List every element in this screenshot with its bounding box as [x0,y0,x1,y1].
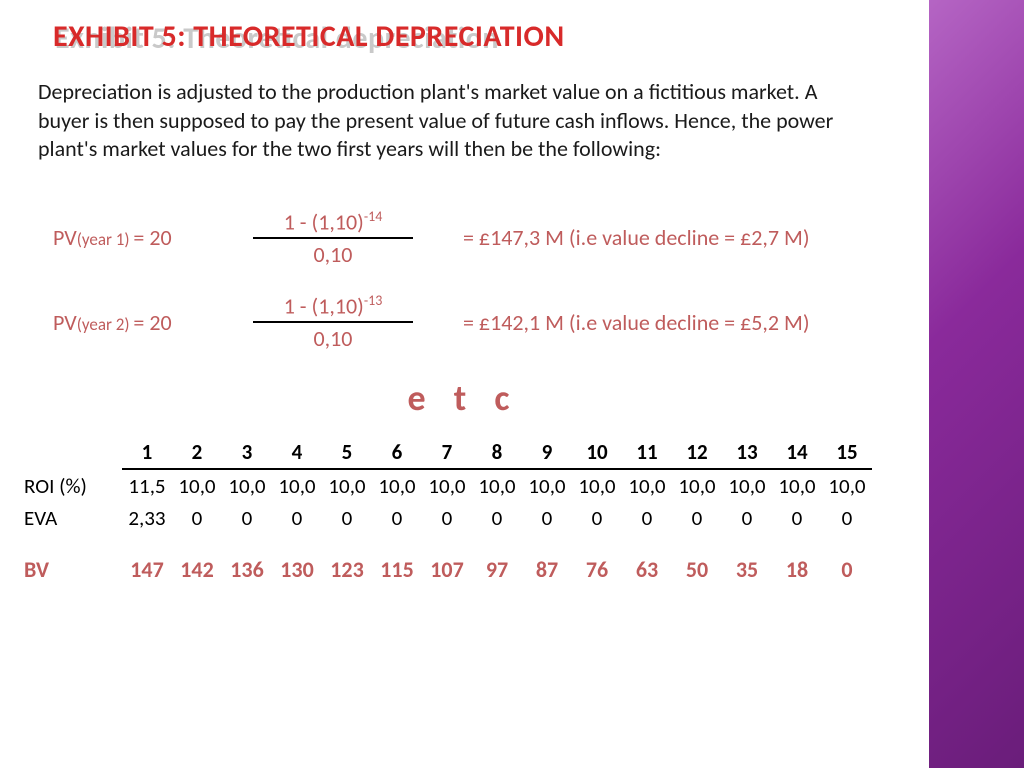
roi-cell: 10,0 [572,469,622,502]
roi-cell: 10,0 [622,469,672,502]
eva-cell: 0 [372,502,422,534]
slide-content: Exhibit 5: Theoretical depreciation EXHI… [0,0,929,768]
year-col: 2 [172,436,222,469]
eva-cell: 0 [622,502,672,534]
pv1-exp: -14 [364,208,382,225]
roi-cell: 10,0 [772,469,822,502]
bv-cell: 107 [422,534,472,586]
eva-row: EVA 2,33 0 0 0 0 0 0 0 0 0 0 0 0 0 0 [22,502,872,534]
eva-cell: 0 [472,502,522,534]
year-col: 3 [222,436,272,469]
title-block: Exhibit 5: Theoretical depreciation EXHI… [53,18,909,66]
year-col: 12 [672,436,722,469]
formula-year2: PV(year 2) = 20 1 - (1,10)-13 0,10 = £14… [53,292,909,352]
pv1-label: PV(year 1) = 20 [53,224,243,251]
roi-label: ROI (%) [22,469,122,502]
year-col: 5 [322,436,372,469]
year-col: 14 [772,436,822,469]
pv2-exp: -13 [364,292,382,309]
year-col: 4 [272,436,322,469]
roi-cell: 10,0 [322,469,372,502]
pv1-post: = 20 [133,224,171,251]
pv1-fraction: 1 - (1,10)-14 0,10 [243,208,423,268]
roi-cell: 10,0 [422,469,472,502]
pv1-result: = £147,3 M (i.e value decline = £2,7 M) [463,224,810,251]
pv1-sub: (year 1) [77,229,134,250]
year-header-row: 1 2 3 4 5 6 7 8 9 10 11 12 13 14 15 [22,436,872,469]
bv-cell: 123 [322,534,372,586]
pv1-denominator: 0,10 [314,239,353,268]
year-col: 10 [572,436,622,469]
eva-cell: 0 [422,502,472,534]
pv2-result: = £142,1 M (i.e value decline = £5,2 M) [463,309,810,336]
bv-cell: 87 [522,534,572,586]
roi-cell: 11,5 [122,469,172,502]
roi-row: ROI (%) 11,5 10,0 10,0 10,0 10,0 10,0 10… [22,469,872,502]
year-col: 6 [372,436,422,469]
bv-cell: 50 [672,534,722,586]
pv2-numerator: 1 - (1,10)-13 [284,292,383,321]
bv-cell: 0 [822,534,872,586]
intro-text: Depreciation is adjusted to the producti… [38,78,858,164]
eva-cell: 0 [272,502,322,534]
eva-cell: 0 [722,502,772,534]
year-col: 8 [472,436,522,469]
bv-cell: 97 [472,534,522,586]
pv1-num-base: 1 - (1,10) [284,208,364,235]
eva-cell: 0 [522,502,572,534]
bv-cell: 147 [122,534,172,586]
year-col: 15 [822,436,872,469]
year-col: 11 [622,436,672,469]
pv1-pre: PV [53,224,77,251]
eva-cell: 0 [322,502,372,534]
pv2-label: PV(year 2) = 20 [53,309,243,336]
eva-cell: 0 [222,502,272,534]
pv2-pre: PV [53,309,77,336]
pv1-numerator: 1 - (1,10)-14 [284,208,383,237]
bv-cell: 35 [722,534,772,586]
roi-cell: 10,0 [272,469,322,502]
eva-cell: 0 [172,502,222,534]
year-col: 9 [522,436,572,469]
year-header-blank [22,436,122,469]
formula-block: PV(year 1) = 20 1 - (1,10)-14 0,10 = £14… [53,208,909,353]
roi-cell: 10,0 [222,469,272,502]
decorative-purple-band [929,0,1024,768]
bv-cell: 115 [372,534,422,586]
pv2-post: = 20 [133,309,171,336]
bv-cell: 136 [222,534,272,586]
eva-cell: 0 [772,502,822,534]
eva-cell: 0 [672,502,722,534]
bv-cell: 63 [622,534,672,586]
pv2-denominator: 0,10 [314,323,353,352]
roi-cell: 10,0 [522,469,572,502]
year-col: 1 [122,436,172,469]
bv-label: BV [22,534,122,586]
pv2-sub: (year 2) [77,314,134,335]
roi-cell: 10,0 [172,469,222,502]
roi-cell: 10,0 [822,469,872,502]
roi-cell: 10,0 [672,469,722,502]
year-col: 7 [422,436,472,469]
title-main: EXHIBIT 5: THEORETICAL DEPRECIATION [53,18,565,55]
bv-cell: 18 [772,534,822,586]
eva-cell: 2,33 [122,502,172,534]
bv-cell: 142 [172,534,222,586]
bv-cell: 76 [572,534,622,586]
roi-cell: 10,0 [372,469,422,502]
bv-row: BV 147 142 136 130 123 115 107 97 87 76 … [22,534,872,586]
pv2-fraction: 1 - (1,10)-13 0,10 [243,292,423,352]
pv2-num-base: 1 - (1,10) [284,292,364,319]
eva-cell: 0 [822,502,872,534]
formula-year1: PV(year 1) = 20 1 - (1,10)-14 0,10 = £14… [53,208,909,268]
eva-cell: 0 [572,502,622,534]
roi-cell: 10,0 [722,469,772,502]
year-col: 13 [722,436,772,469]
bv-cell: 130 [272,534,322,586]
eva-label: EVA [22,502,122,534]
data-table: 1 2 3 4 5 6 7 8 9 10 11 12 13 14 15 ROI … [22,436,909,586]
roi-cell: 10,0 [472,469,522,502]
etc-label: e t c [18,376,909,420]
